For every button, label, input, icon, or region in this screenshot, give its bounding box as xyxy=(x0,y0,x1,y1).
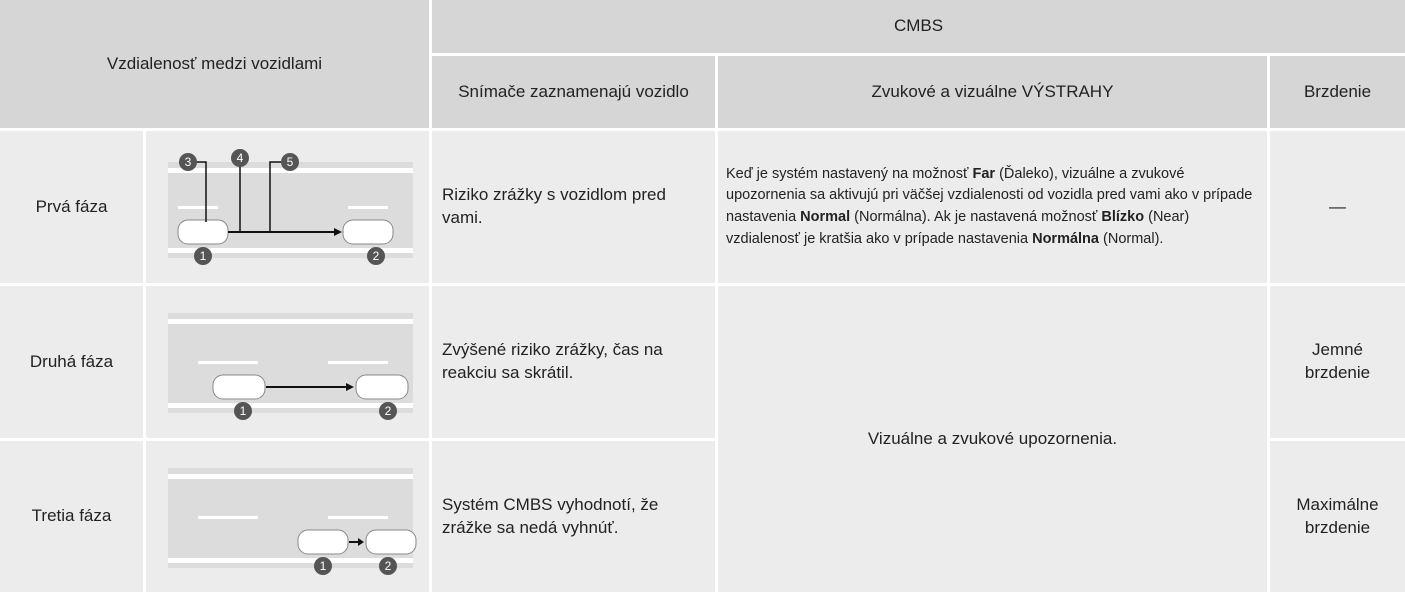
phase-label: Tretia fáza xyxy=(0,441,143,592)
sensor-text: Systém CMBS vyhodnotí, že zrážke sa nedá… xyxy=(432,441,715,592)
header-sensors: Snímače zaznamenajú vozidlo xyxy=(432,56,715,128)
phase-label: Prvá fáza xyxy=(0,131,143,283)
figure: 1 2 xyxy=(167,467,416,575)
header-distance: Vzdialenosť medzi vozidlami xyxy=(0,0,429,128)
header-warnings: Zvukové a vizuálne VÝSTRAHY xyxy=(718,56,1267,128)
header-cmbs: CMBS xyxy=(432,0,1405,53)
marker: 1 xyxy=(239,404,246,418)
text: Keď je systém nastavený na možnosť xyxy=(726,165,973,182)
braking-text: Maximálne brzdenie xyxy=(1270,441,1405,592)
braking-text: Jemné brzdenie xyxy=(1270,286,1405,438)
marker: 1 xyxy=(199,249,206,263)
text: Far xyxy=(972,165,996,182)
phase-label: Druhá fáza xyxy=(0,286,143,438)
marker: 3 xyxy=(184,155,191,169)
warning-paragraph: Keď je systém nastavený na možnosť Far (… xyxy=(726,164,1259,251)
text: (Normálna). Ak je nastavená možnosť xyxy=(850,209,1102,225)
text: (Normal). xyxy=(1098,230,1164,247)
sensor-text: Riziko zrážky s vozidlom pred vami. xyxy=(432,131,715,283)
marker: 1 xyxy=(319,559,326,573)
warning-text: Vizuálne a zvukové upozornenia. xyxy=(718,286,1267,592)
text: Normal xyxy=(800,209,851,225)
marker: 2 xyxy=(372,249,379,263)
marker: 2 xyxy=(384,404,391,418)
phase-figure: 3 4 5 1 2 xyxy=(146,131,429,283)
phase-figure: 1 2 xyxy=(146,286,429,438)
text: Normálna xyxy=(1032,230,1099,247)
warning-text: Keď je systém nastavený na možnosť Far (… xyxy=(718,131,1267,283)
marker: 5 xyxy=(286,155,293,169)
header-braking: Brzdenie xyxy=(1270,56,1405,128)
figure: 1 2 xyxy=(167,313,413,420)
text: (Ďaleko), vizuálne a zvukové upozornenia… xyxy=(726,165,1253,226)
marker: 2 xyxy=(384,559,391,573)
sensor-text: Zvýšené riziko zrážky, čas na reakciu sa… xyxy=(432,286,715,438)
marker: 4 xyxy=(236,151,243,165)
figure: 3 4 5 1 2 xyxy=(167,149,413,265)
phase-figure: 1 2 xyxy=(146,441,429,592)
text: Blízko xyxy=(1101,209,1145,225)
braking-text: — xyxy=(1270,131,1405,283)
text: (Near) vzdialenosť je kratšia ako v príp… xyxy=(726,209,1190,247)
